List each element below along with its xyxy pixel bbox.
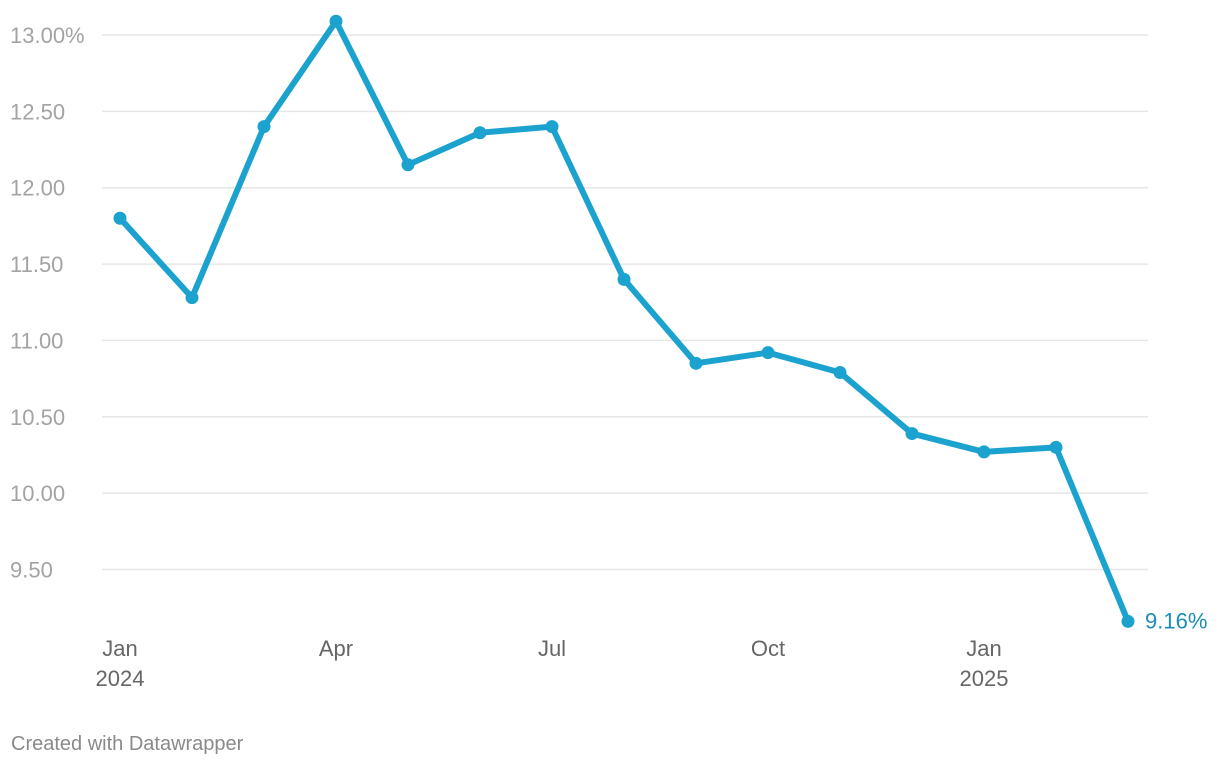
data-point [977, 445, 991, 459]
y-axis-ticks: 13.00% 12.50 12.00 11.50 11.00 10.50 10.00 9.50 [10, 23, 85, 583]
y-tick-label: 11.50 [10, 252, 63, 277]
data-point [329, 14, 343, 28]
data-point [761, 346, 775, 360]
x-tick-year-label: 2024 [96, 666, 145, 691]
y-tick-label: 12.50 [10, 99, 65, 124]
data-point [1049, 440, 1063, 454]
y-tick-label: 13.00% [10, 23, 85, 48]
data-point [689, 356, 703, 370]
data-point [1121, 614, 1135, 628]
x-tick-label: Apr [319, 636, 353, 661]
x-tick-label: Jan [102, 636, 137, 661]
data-point [905, 427, 919, 441]
data-point [545, 120, 559, 134]
x-tick-label: Jul [538, 636, 566, 661]
series-group: 9.16% [113, 14, 1207, 633]
x-tick-label: Jan [966, 636, 1001, 661]
y-tick-label: 12.00 [10, 176, 65, 201]
grid-lines [102, 34, 1148, 571]
data-point [833, 365, 847, 379]
data-point [473, 126, 487, 140]
credit-text: Created with Datawrapper [11, 733, 244, 755]
x-axis-ticks: Jan 2024 Apr Jul Oct Jan 2025 [96, 636, 1009, 691]
data-point [185, 291, 199, 305]
data-point [257, 120, 271, 134]
data-point [401, 158, 415, 172]
x-tick-label: Oct [751, 636, 785, 661]
data-point [113, 211, 127, 225]
y-tick-label: 10.00 [10, 481, 65, 506]
data-point [617, 272, 631, 286]
y-tick-label: 9.50 [10, 558, 53, 583]
end-value-label: 9.16% [1145, 608, 1207, 633]
x-tick-year-label: 2025 [960, 666, 1009, 691]
y-tick-label: 10.50 [10, 405, 65, 430]
y-tick-label: 11.00 [10, 328, 63, 353]
